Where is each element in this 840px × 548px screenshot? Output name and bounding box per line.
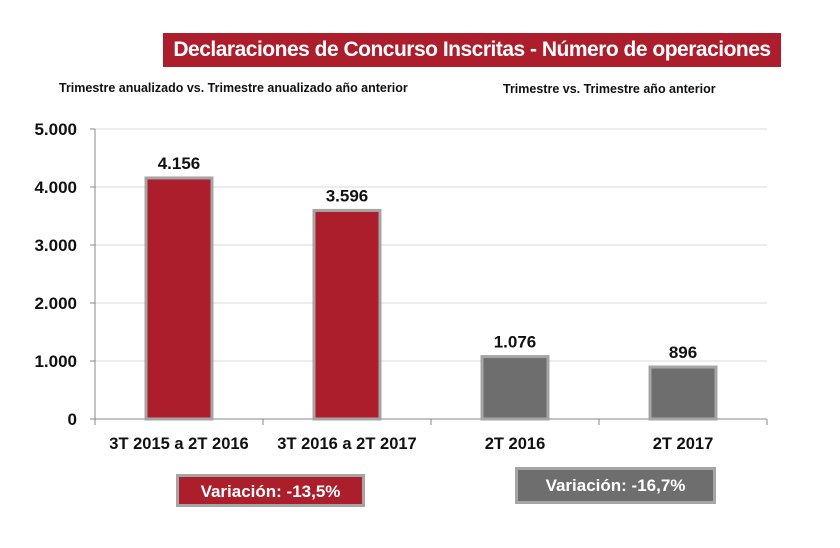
subtitle-quarterly: Trimestre vs. Trimestre año anterior [503, 82, 716, 96]
variation-badge-annualized: Variación: -13,5% [176, 474, 365, 507]
bar [144, 176, 214, 421]
data-label: 4.156 [158, 154, 201, 173]
y-tick-label: 0 [68, 410, 77, 429]
y-tick-label: 1.000 [34, 352, 77, 371]
y-tick-label: 3.000 [34, 236, 77, 255]
x-tick-label: 3T 2015 a 2T 2016 [109, 435, 248, 453]
variation-badge-quarterly: Variación: -16,7% [515, 467, 716, 504]
x-tick-label: 3T 2016 a 2T 2017 [277, 435, 416, 453]
data-label: 1.076 [494, 333, 537, 352]
data-label: 3.596 [326, 186, 369, 205]
bar [648, 365, 718, 421]
y-tick-label: 5.000 [34, 120, 77, 139]
x-tick-label: 2T 2016 [485, 435, 546, 453]
data-label: 896 [669, 343, 697, 362]
bar [312, 208, 382, 421]
y-tick-label: 2.000 [34, 294, 77, 313]
subtitle-annualized: Trimestre anualizado vs. Trimestre anual… [59, 81, 408, 95]
x-tick-label: 2T 2017 [653, 435, 714, 453]
bar [480, 355, 550, 421]
chart-title: Declaraciones de Concurso Inscritas - Nú… [163, 33, 781, 67]
y-tick-label: 4.000 [34, 178, 77, 197]
